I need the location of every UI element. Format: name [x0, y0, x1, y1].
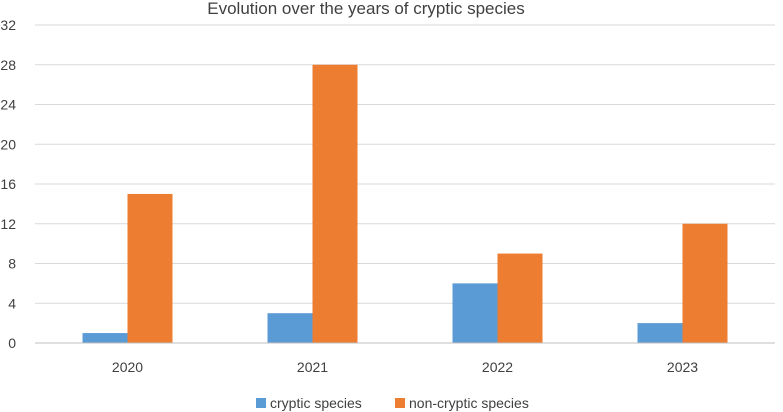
x-axis-ticks: 2020 2021 2022 2023	[112, 359, 698, 375]
x-tick-label-2023: 2023	[667, 359, 698, 375]
y-tick-label-12: 12	[0, 216, 16, 232]
y-tick-label-4: 4	[8, 295, 16, 311]
y-tick-label-24: 24	[0, 97, 16, 113]
bars	[82, 64, 728, 343]
x-tick-label-2020: 2020	[112, 359, 143, 375]
legend-label-non-cryptic-species: non-cryptic species	[409, 395, 529, 411]
bar-cryptic-species-2021	[267, 313, 313, 343]
legend: cryptic species non-cryptic species	[256, 395, 529, 411]
y-tick-label-20: 20	[0, 136, 16, 152]
legend-label-cryptic-species: cryptic species	[270, 395, 362, 411]
y-tick-label-28: 28	[0, 57, 16, 73]
legend-swatch-non-cryptic-species	[395, 398, 405, 408]
y-tick-label-32: 32	[0, 17, 16, 33]
y-tick-label-0: 0	[8, 335, 16, 351]
bar-non-cryptic-species-2023	[682, 223, 728, 343]
x-tick-label-2021: 2021	[297, 359, 328, 375]
bar-cryptic-species-2022	[452, 283, 498, 343]
bar-non-cryptic-species-2020	[127, 193, 173, 343]
bar-cryptic-species-2023	[637, 323, 683, 343]
bar-non-cryptic-species-2022	[497, 253, 543, 343]
x-tick-label-2022: 2022	[482, 359, 513, 375]
y-axis-ticks: 0 4 8 12 16 20 24 28 32	[0, 17, 16, 351]
y-tick-label-8: 8	[8, 256, 16, 272]
legend-swatch-cryptic-species	[256, 398, 266, 408]
bar-non-cryptic-species-2021	[312, 64, 358, 343]
chart-title: Evolution over the years of cryptic spec…	[207, 0, 524, 18]
bar-cryptic-species-2020	[82, 333, 128, 343]
y-tick-label-16: 16	[0, 176, 16, 192]
